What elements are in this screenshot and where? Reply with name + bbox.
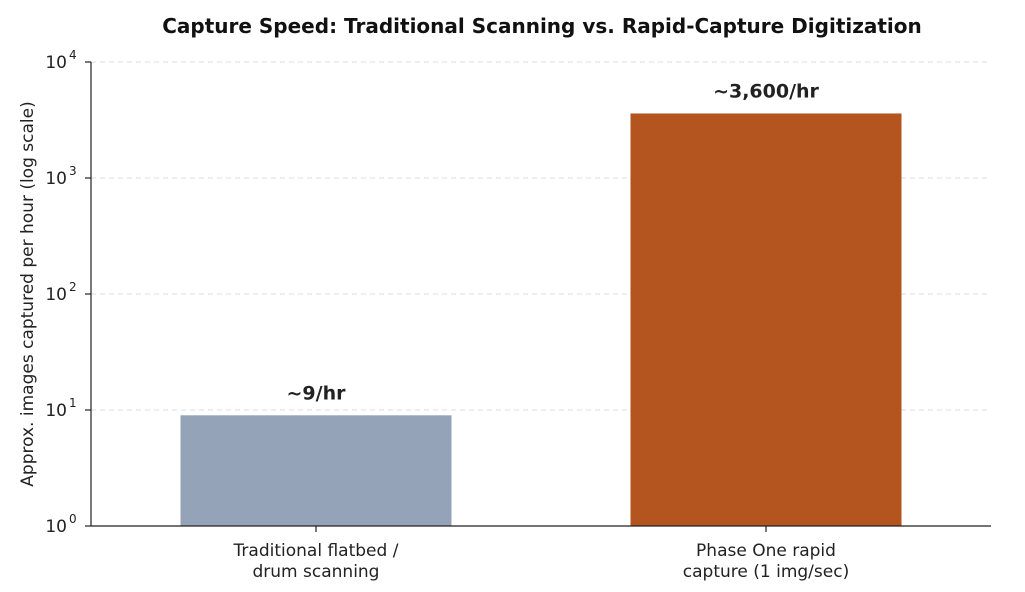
x-tick-label: drum scanning — [253, 562, 380, 582]
y-tick-label: 10 — [45, 401, 67, 421]
axes — [85, 61, 991, 532]
y-tick-exponent: 1 — [69, 396, 77, 410]
y-tick-label: 10 — [45, 53, 67, 73]
bar — [630, 113, 902, 527]
y-tick-exponent: 4 — [69, 48, 77, 62]
bar-value-label: ~3,600/hr — [713, 80, 819, 102]
y-axis-label: Approx. images captured per hour (log sc… — [18, 101, 38, 486]
y-tick-exponent: 3 — [69, 164, 77, 178]
x-tick-label: Phase One rapid — [696, 541, 836, 561]
y-tick-exponent: 0 — [69, 512, 77, 526]
x-tick-label: Traditional flatbed / — [233, 541, 399, 561]
y-tick-label: 10 — [45, 169, 67, 189]
y-tick-label: 10 — [45, 285, 67, 305]
bar — [180, 415, 452, 526]
y-tick-exponent: 2 — [69, 280, 77, 294]
bars — [180, 113, 902, 527]
bar-value-label: ~9/hr — [287, 382, 347, 404]
y-tick-label: 10 — [45, 517, 67, 537]
chart-title: Capture Speed: Traditional Scanning vs. … — [162, 14, 922, 38]
x-tick-label: capture (1 img/sec) — [683, 562, 849, 582]
